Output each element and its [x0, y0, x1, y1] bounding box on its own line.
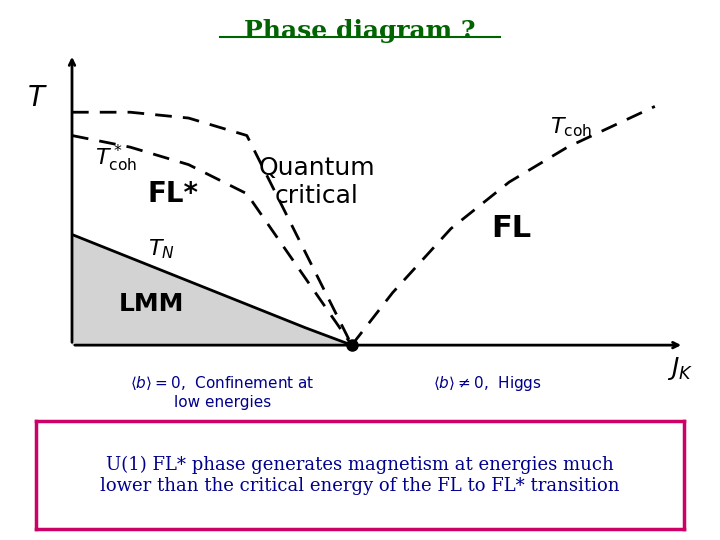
Text: Phase diagram ?: Phase diagram ? [244, 19, 476, 43]
Text: LMM: LMM [119, 292, 184, 316]
Text: $T_{\rm coh}$: $T_{\rm coh}$ [550, 115, 592, 139]
Text: $J_K$: $J_K$ [667, 355, 693, 382]
Text: $T_N$: $T_N$ [148, 237, 174, 261]
Text: U(1) FL* phase generates magnetism at energies much
lower than the critical ener: U(1) FL* phase generates magnetism at en… [100, 456, 620, 495]
Text: $\langle b \rangle = 0$,  Confinement at
low energies: $\langle b \rangle = 0$, Confinement at … [130, 374, 315, 410]
Text: $T$: $T$ [27, 84, 48, 112]
Text: Quantum
critical: Quantum critical [258, 156, 375, 208]
Text: FL: FL [492, 214, 532, 243]
Polygon shape [72, 234, 352, 345]
Text: $\langle b \rangle \neq 0$,  Higgs: $\langle b \rangle \neq 0$, Higgs [433, 374, 542, 393]
Text: FL*: FL* [148, 180, 199, 208]
Text: $T^*_{\rm coh}$: $T^*_{\rm coh}$ [95, 143, 138, 174]
